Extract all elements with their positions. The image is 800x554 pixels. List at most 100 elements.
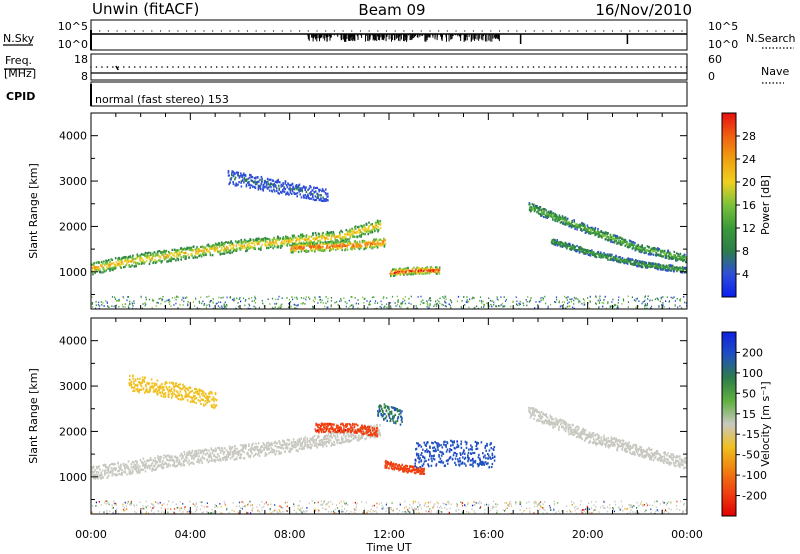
- echo-cell-band-4: [569, 248, 571, 251]
- ground-scatter-cell: [519, 300, 521, 303]
- echo-cell-band-0: [287, 443, 290, 446]
- echo-cell-band-0: [235, 452, 237, 455]
- echo-cell-band-3: [564, 222, 567, 225]
- echo-cell-band-5: [325, 188, 327, 191]
- ground-scatter-cell: [555, 301, 557, 303]
- echo-cell-band-1: [333, 243, 335, 246]
- echo-cell-band-5: [289, 191, 292, 194]
- ground-scatter-cell: [349, 305, 351, 307]
- echo-cell-band-0: [95, 261, 98, 264]
- echo-cell-band-0: [174, 465, 177, 468]
- ground-scatter-cell: [449, 304, 451, 307]
- echo-cell-band-4: [654, 262, 657, 265]
- echo-cell-band-0: [325, 445, 328, 448]
- echo-cell-band-4: [562, 242, 565, 245]
- echo-cell-band-5: [244, 179, 247, 182]
- echo-cell-band-0: [322, 438, 325, 441]
- echo-cell-band-3: [576, 223, 578, 226]
- echo-cell-band-0: [266, 237, 269, 241]
- echo-cell-band-0: [91, 263, 93, 266]
- echo-cell-band-0: [234, 449, 237, 453]
- echo-cell-band-0: [369, 426, 372, 429]
- nsearch-point: [264, 30, 266, 32]
- echo-cell-band-0: [130, 472, 132, 475]
- echo-cell-band-0: [111, 474, 113, 477]
- echo-cell-band-0: [93, 264, 95, 267]
- echo-cell-band-1: [384, 242, 387, 245]
- ground-scatter-cell: [386, 297, 388, 299]
- echo-cell-band-0: [101, 469, 104, 472]
- nsearch-point: [307, 30, 309, 32]
- echo-cell-band-0: [336, 435, 339, 438]
- echo-cell-band-0: [110, 470, 112, 473]
- echo-cell-band-0: [211, 254, 214, 257]
- echo-cell-band-4: [668, 267, 671, 270]
- ground-scatter-cell: [647, 295, 649, 297]
- nave-point: [494, 66, 497, 68]
- echo-cell-band-1: [295, 245, 298, 248]
- echo-cell-band-0: [197, 452, 200, 455]
- echo-cell-band-0: [149, 458, 151, 462]
- echo-cell-band-3: [669, 251, 671, 254]
- echo-cell-band-1: [367, 240, 370, 243]
- ground-scatter-cell: [357, 307, 359, 309]
- ground-scatter-cell: [155, 305, 157, 307]
- echo-cell-band-3: [536, 205, 538, 208]
- echo-cell-band-0: [298, 439, 301, 442]
- echo-cell-band-5: [299, 193, 301, 196]
- echo-cell-band-0: [310, 446, 312, 449]
- nsearch-point: [681, 30, 683, 32]
- nsearch-point: [420, 30, 422, 32]
- echo-cell-band-0: [201, 246, 204, 249]
- echo-cell-band-5: [307, 188, 309, 191]
- echo-cell-band-0: [326, 235, 328, 238]
- ground-scatter-cell: [482, 300, 484, 303]
- echo-cell-band-0: [334, 443, 336, 446]
- ground-scatter-cell: [129, 303, 131, 305]
- echo-cell-band-2: [392, 268, 395, 271]
- echo-cell-band-4: [601, 253, 604, 256]
- echo-cell-band-4: [613, 259, 615, 262]
- echo-cell-band-0: [223, 451, 225, 454]
- ground-scatter-cell: [633, 299, 635, 301]
- echo-cell-band-3: [674, 254, 676, 257]
- echo-cell-band-0: [243, 244, 246, 247]
- ground-scatter-cell: [577, 298, 579, 300]
- ground-scatter-cell: [436, 302, 438, 305]
- echo-cell-band-3: [620, 243, 622, 246]
- echo-cell-band-0: [323, 443, 326, 446]
- nave-point: [516, 66, 518, 68]
- beam-title: Beam 09: [358, 1, 425, 19]
- echo-cell-band-0: [337, 438, 340, 441]
- echo-cell-band-0: [224, 247, 226, 250]
- echo-cell-band-5: [276, 189, 278, 193]
- echo-cell-band-4: [683, 266, 686, 270]
- echo-cell-band-5: [232, 182, 235, 185]
- echo-cell-band-0: [264, 243, 266, 246]
- echo-cell-band-0: [357, 436, 359, 439]
- echo-cell-band-0: [301, 238, 303, 241]
- echo-cell-band-0: [148, 255, 150, 258]
- ground-scatter-cell: [274, 306, 276, 309]
- echo-cell-band-5: [301, 187, 303, 190]
- echo-cell-band-0: [168, 252, 171, 255]
- echo-cell-band-0: [361, 226, 363, 230]
- echo-cell-band-3: [528, 203, 530, 206]
- echo-cell-band-0: [102, 271, 104, 274]
- echo-cell-band-0: [239, 453, 242, 456]
- nave-point: [237, 66, 240, 68]
- ground-scatter-cell: [261, 299, 263, 302]
- ground-scatter-cell: [480, 300, 482, 302]
- echo-cell-band-3: [673, 250, 676, 253]
- echo-cell-band-5: [304, 188, 307, 191]
- echo-cell-band-0: [120, 262, 122, 265]
- ground-scatter-cell: [658, 305, 660, 307]
- echo-cell-band-1: [383, 237, 385, 240]
- ground-scatter-cell: [391, 295, 394, 298]
- ground-scatter-cell: [570, 299, 572, 301]
- echo-cell-band-0: [118, 470, 120, 473]
- echo-cell-band-1: [360, 244, 362, 247]
- echo-cell-band-0: [273, 450, 276, 453]
- ground-scatter-cell: [221, 305, 223, 307]
- echo-cell-band-4: [552, 240, 555, 243]
